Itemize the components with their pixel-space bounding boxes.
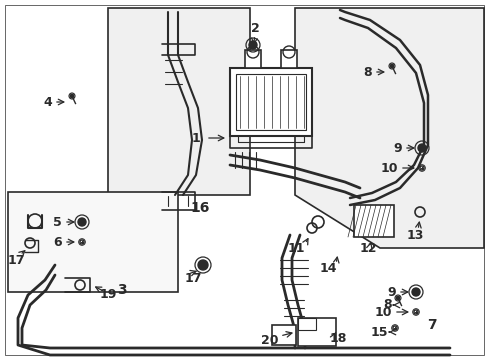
Text: 2: 2 [250,22,259,35]
Circle shape [248,41,257,49]
Text: 10: 10 [380,162,397,175]
Text: 17: 17 [7,253,25,266]
Bar [353,205,393,237]
Circle shape [395,296,399,300]
Text: 17: 17 [184,271,202,284]
Text: 10: 10 [374,306,391,319]
Text: 3: 3 [117,283,126,297]
Bar [271,325,295,345]
Circle shape [70,94,74,98]
Bar [297,318,335,346]
Text: 9: 9 [392,141,401,154]
Text: 18: 18 [328,332,346,345]
Text: 14: 14 [319,261,336,274]
Text: 6: 6 [53,235,62,248]
Bar [229,68,311,136]
Text: 20: 20 [260,333,278,346]
Text: 11: 11 [286,242,304,255]
Bar [244,50,261,68]
Text: 1: 1 [191,131,200,144]
Text: 19: 19 [99,288,117,302]
Circle shape [78,218,86,226]
Bar [297,318,315,330]
Text: 8: 8 [383,298,391,311]
Polygon shape [55,8,249,265]
Bar [236,74,305,130]
Circle shape [198,260,207,270]
Text: 15: 15 [370,325,387,338]
Text: 16: 16 [190,201,209,215]
Text: 12: 12 [359,242,376,255]
Bar [281,50,296,68]
Text: 4: 4 [43,95,52,108]
Text: 9: 9 [386,285,395,298]
Circle shape [389,64,393,68]
Text: 8: 8 [363,66,371,78]
Text: 5: 5 [53,216,62,229]
Text: 7: 7 [427,318,436,332]
Bar [8,192,178,292]
Text: 13: 13 [406,229,423,242]
Polygon shape [294,8,483,248]
Circle shape [417,144,425,152]
Circle shape [411,288,419,296]
